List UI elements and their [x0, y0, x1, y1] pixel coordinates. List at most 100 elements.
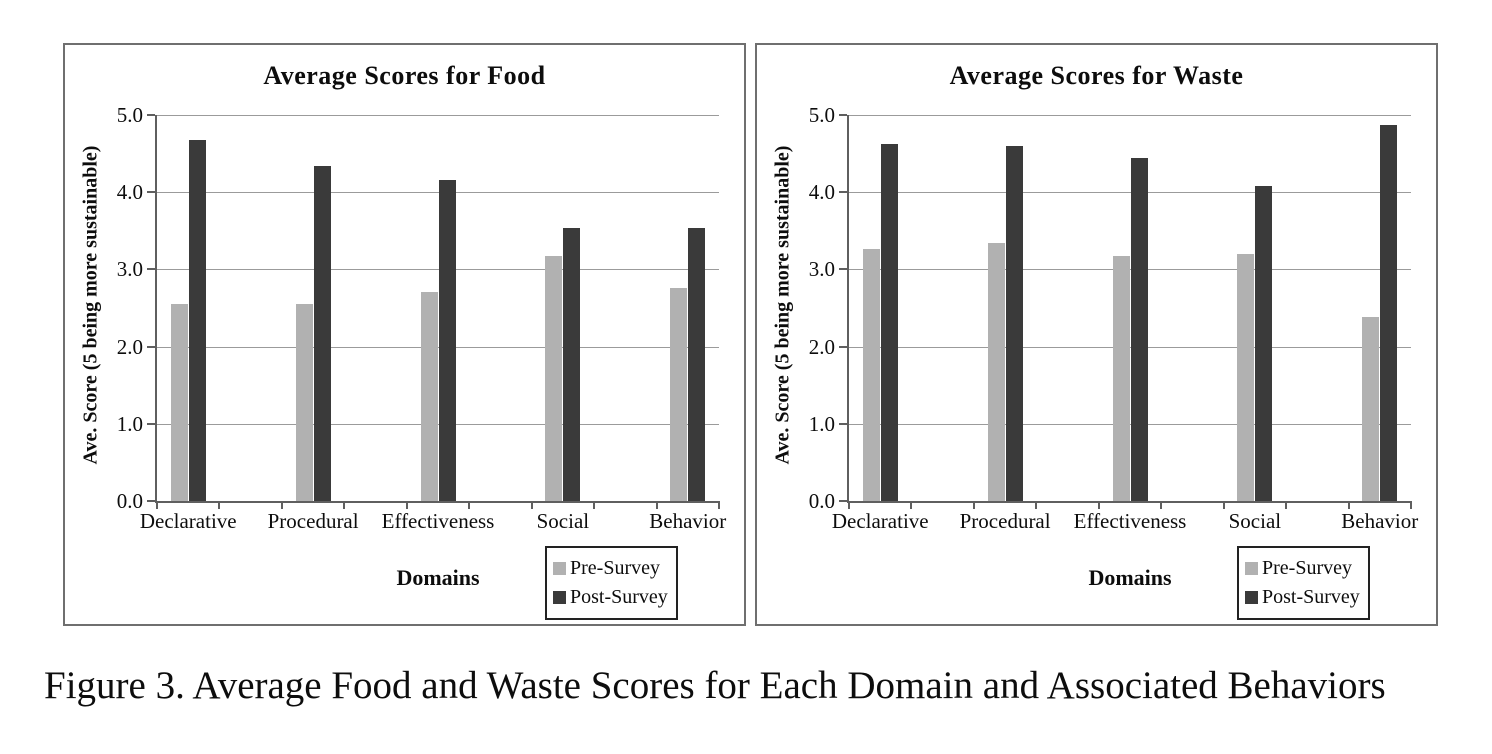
category-label-effectiveness: Effectiveness	[1073, 509, 1187, 533]
legend-item-post-survey: Post-Survey	[1245, 583, 1360, 612]
x-tick	[848, 501, 850, 509]
x-tick	[1035, 501, 1038, 509]
y-tick-label: 2.0	[116, 334, 143, 359]
bar-pre-survey-effectiveness	[420, 291, 438, 501]
legend-item-post-survey: Post-Survey	[553, 583, 668, 612]
gridline-2.0	[849, 346, 1411, 348]
x-tick	[718, 501, 720, 509]
chart-title: Average Scores for Waste	[949, 61, 1244, 90]
x-tick	[156, 501, 158, 509]
bar-pre-survey-behavior	[670, 287, 688, 501]
bar-post-survey-procedural	[1005, 145, 1023, 501]
x-axis-line	[155, 501, 719, 503]
y-tick	[147, 500, 155, 502]
category-label-social: Social	[536, 509, 590, 533]
y-tick-label: 5.0	[116, 103, 143, 127]
x-tick	[468, 501, 471, 509]
post-survey-swatch-icon	[1245, 591, 1258, 604]
y-axis-line	[155, 115, 157, 501]
legend: Pre-Survey Post-Survey	[545, 546, 678, 620]
x-tick	[1160, 501, 1163, 509]
x-axis-title: Domains	[1088, 565, 1172, 590]
category-label-declarative: Declarative	[831, 509, 929, 533]
y-tick-label: 0.0	[808, 489, 835, 513]
gridline-3.0	[157, 269, 719, 271]
gridline-5.0	[849, 115, 1411, 116]
bar-post-survey-social	[563, 228, 581, 501]
x-tick	[218, 501, 221, 509]
y-tick	[839, 268, 847, 271]
y-axis-line	[847, 115, 849, 501]
x-tick	[972, 501, 975, 509]
gridline-4.0	[157, 192, 719, 194]
category-label-procedural: Procedural	[959, 509, 1051, 533]
legend-label: Pre-Survey	[570, 557, 660, 579]
y-tick-label: 5.0	[808, 103, 835, 127]
x-tick	[280, 501, 283, 509]
category-label-effectiveness: Effectiveness	[381, 509, 495, 533]
y-tick	[839, 191, 847, 194]
y-tick	[839, 345, 847, 348]
gridline-1.0	[849, 423, 1411, 425]
category-label-behavior: Behavior	[649, 509, 727, 533]
x-tick	[1097, 501, 1100, 509]
bar-pre-survey-effectiveness	[1112, 256, 1130, 501]
bar-pre-survey-procedural	[987, 243, 1005, 501]
y-tick	[147, 268, 155, 271]
y-tick	[839, 422, 847, 425]
y-tick-label: 2.0	[808, 334, 835, 359]
bar-pre-survey-declarative	[862, 249, 880, 501]
bar-pre-survey-declarative	[170, 304, 188, 501]
x-axis-title: Domains	[396, 565, 480, 590]
legend-label: Pre-Survey	[1262, 557, 1352, 579]
gridline-5.0	[157, 115, 719, 116]
y-tick	[147, 191, 155, 194]
plot-area: 0.0 1.0 2.0 3.0 4.0 5.0 Declarative Procedural E…	[809, 104, 1419, 533]
y-tick-label: 1.0	[808, 411, 835, 436]
legend-label: Post-Survey	[1262, 586, 1360, 608]
y-tick-label: 4.0	[808, 180, 835, 205]
x-tick	[343, 501, 346, 509]
y-tick	[839, 500, 847, 502]
bar-post-survey-declarative	[880, 144, 898, 501]
y-tick	[147, 422, 155, 425]
chart-panel-food: Average Scores for Food Ave. Score (5 be…	[63, 43, 746, 626]
y-tick-label: 4.0	[116, 180, 143, 205]
x-tick	[1347, 501, 1350, 509]
gridline-4.0	[849, 192, 1411, 194]
category-label-social: Social	[1228, 509, 1282, 533]
y-tick	[839, 114, 847, 116]
gridline-2.0	[157, 346, 719, 348]
bar-post-survey-behavior	[688, 228, 706, 501]
pre-survey-swatch-icon	[1245, 562, 1258, 575]
legend-item-pre-survey: Pre-Survey	[1245, 554, 1360, 583]
bar-pre-survey-social	[545, 255, 563, 501]
bar-pre-survey-social	[1237, 253, 1255, 501]
x-tick	[405, 501, 408, 509]
post-survey-swatch-icon	[553, 591, 566, 604]
plot-area: 0.0 1.0 2.0 3.0 4.0 5.0 Declarative Procedural E…	[117, 104, 727, 533]
legend-item-pre-survey: Pre-Survey	[553, 554, 668, 583]
y-tick-label: 1.0	[116, 411, 143, 436]
x-tick	[655, 501, 658, 509]
bar-post-survey-behavior	[1380, 125, 1398, 501]
y-tick	[147, 345, 155, 348]
bar-pre-survey-behavior	[1362, 316, 1380, 501]
bar-pre-survey-procedural	[295, 304, 313, 501]
y-tick-label: 3.0	[808, 257, 835, 282]
chart-panel-waste: Average Scores for Waste Ave. Score (5 b…	[755, 43, 1438, 626]
gridline-1.0	[157, 423, 719, 425]
category-label-declarative: Declarative	[139, 509, 237, 533]
y-tick-label: 0.0	[116, 489, 143, 513]
category-label-behavior: Behavior	[1341, 509, 1419, 533]
gridline-3.0	[849, 269, 1411, 271]
y-tick	[147, 114, 155, 116]
bar-post-survey-social	[1255, 186, 1273, 501]
x-axis-line	[847, 501, 1411, 503]
pre-survey-swatch-icon	[553, 562, 566, 575]
bar-post-survey-effectiveness	[438, 179, 456, 501]
x-tick	[530, 501, 533, 509]
y-tick-label: 3.0	[116, 257, 143, 282]
x-tick	[910, 501, 913, 509]
legend: Pre-Survey Post-Survey	[1237, 546, 1370, 620]
